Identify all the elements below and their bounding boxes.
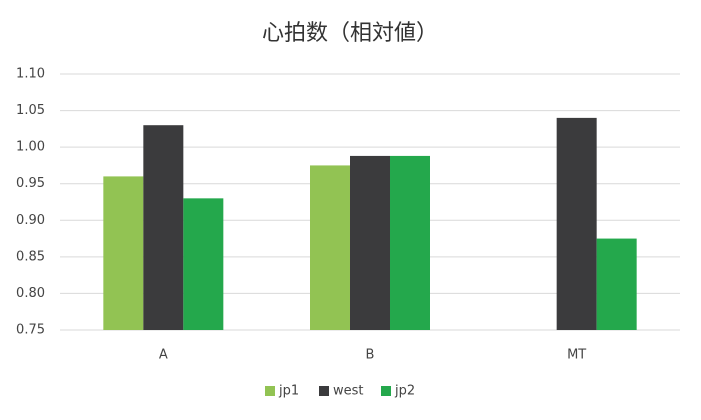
bar	[350, 155, 390, 330]
bar	[183, 198, 224, 330]
bar	[596, 238, 637, 330]
legend-swatch	[265, 386, 275, 396]
y-tick-label: 0.85	[16, 249, 45, 264]
legend-label: jp2	[394, 384, 415, 399]
y-tick-label: 0.95	[16, 176, 45, 191]
legend-label: jp1	[278, 384, 299, 399]
legend-swatch	[381, 386, 391, 396]
bar	[390, 155, 430, 330]
bar	[103, 176, 144, 330]
bar	[143, 125, 184, 330]
y-tick-label: 0.80	[16, 286, 45, 301]
bar	[556, 117, 597, 330]
x-tick-label: B	[366, 348, 375, 363]
y-tick-label: 0.90	[16, 213, 45, 228]
x-tick-label: A	[159, 348, 168, 363]
legend-swatch	[319, 386, 329, 396]
legend-label: west	[333, 384, 364, 399]
bar	[310, 165, 350, 330]
y-tick-label: 1.05	[16, 103, 45, 118]
y-tick-label: 0.75	[16, 323, 45, 338]
x-tick-label: MT	[567, 348, 586, 363]
chart-title: 心拍数（相対値）	[262, 21, 438, 46]
y-tick-label: 1.10	[16, 67, 45, 82]
y-tick-label: 1.00	[16, 140, 45, 155]
